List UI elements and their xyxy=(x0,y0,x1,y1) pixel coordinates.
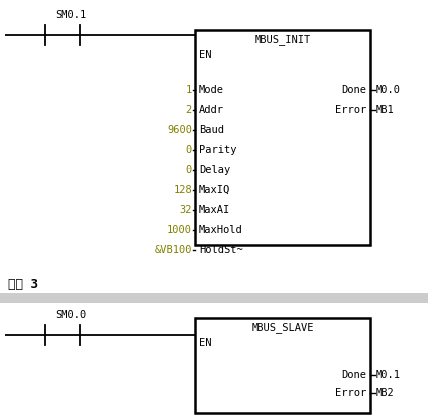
Text: 32: 32 xyxy=(179,205,192,215)
Text: 网络 3: 网络 3 xyxy=(8,278,38,291)
Text: MBUS_SLAVE: MBUS_SLAVE xyxy=(251,322,314,333)
Text: 0: 0 xyxy=(186,165,192,175)
Text: Baud: Baud xyxy=(199,125,224,135)
Text: Parity: Parity xyxy=(199,145,237,155)
Text: 2: 2 xyxy=(186,105,192,115)
Text: 0: 0 xyxy=(186,145,192,155)
Text: MB1: MB1 xyxy=(376,105,395,115)
Text: EN: EN xyxy=(199,50,211,60)
Text: HoldSt~: HoldSt~ xyxy=(199,245,243,255)
Text: MaxHold: MaxHold xyxy=(199,225,243,235)
Text: M0.1: M0.1 xyxy=(376,370,401,380)
Bar xyxy=(195,30,370,245)
Text: Mode: Mode xyxy=(199,85,224,95)
Text: 128: 128 xyxy=(173,185,192,195)
Text: 1000: 1000 xyxy=(167,225,192,235)
Text: 9600: 9600 xyxy=(167,125,192,135)
Bar xyxy=(0,293,428,303)
Text: MBUS_INIT: MBUS_INIT xyxy=(254,34,311,45)
Text: Done: Done xyxy=(341,85,366,95)
Text: EN: EN xyxy=(199,338,211,348)
Text: SM0.1: SM0.1 xyxy=(55,10,86,20)
Text: Delay: Delay xyxy=(199,165,230,175)
Text: 1: 1 xyxy=(186,85,192,95)
Text: Done: Done xyxy=(341,370,366,380)
Text: M0.0: M0.0 xyxy=(376,85,401,95)
Text: &VB100: &VB100 xyxy=(155,245,192,255)
Text: MaxAI: MaxAI xyxy=(199,205,230,215)
Text: SM0.0: SM0.0 xyxy=(55,310,86,320)
Text: MaxIQ: MaxIQ xyxy=(199,185,230,195)
Text: MB2: MB2 xyxy=(376,388,395,398)
Bar xyxy=(195,318,370,413)
Text: Error: Error xyxy=(335,388,366,398)
Text: Addr: Addr xyxy=(199,105,224,115)
Text: Error: Error xyxy=(335,105,366,115)
